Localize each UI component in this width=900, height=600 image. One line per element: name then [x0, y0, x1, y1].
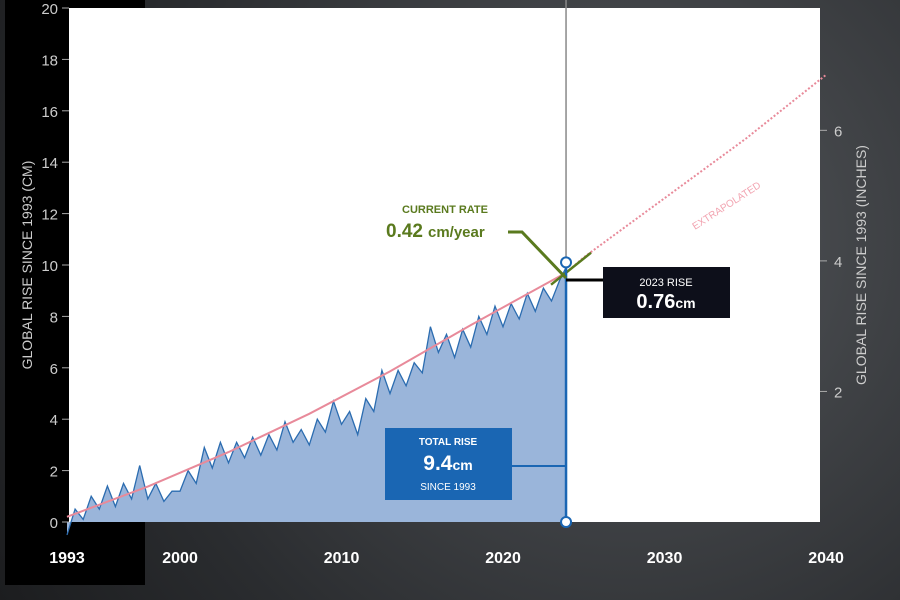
- rate-tangent: [550, 251, 592, 286]
- svg-text:0.76cm: 0.76cm: [636, 291, 695, 313]
- x-tick-label: 2020: [485, 550, 521, 567]
- total-title: TOTAL RISE: [419, 437, 478, 448]
- y-right-tick-label: 2: [834, 384, 842, 401]
- rise-title: 2023 RISE: [639, 277, 692, 289]
- total-sub: SINCE 1993: [420, 482, 476, 493]
- y-tick-label: 18: [41, 52, 58, 69]
- y-tick-label: 2: [50, 464, 58, 481]
- y-tick-label: 10: [41, 258, 58, 275]
- y-tick-label: 4: [50, 412, 58, 429]
- y-tick-label: 14: [41, 155, 58, 172]
- trend-line: [66, 271, 567, 518]
- rise-box: [603, 267, 730, 318]
- y-tick-label: 6: [50, 361, 58, 378]
- x-tick-label: 2000: [162, 550, 198, 567]
- bottom-marker: [560, 516, 573, 528]
- total-unit: cm: [452, 457, 472, 473]
- rate-unit: cm/year: [428, 224, 485, 241]
- x-tick-label: 2030: [647, 550, 683, 567]
- rate-leader: [508, 230, 568, 280]
- y-tick-label: 12: [41, 207, 58, 224]
- y-axis-label: GLOBAL RISE SINCE 1993 (CM): [19, 161, 35, 370]
- total-box: [385, 428, 512, 500]
- y-tick-label: 8: [50, 309, 58, 326]
- svg-text:9.4cm: 9.4cm: [423, 452, 472, 475]
- y-tick-label: 0: [50, 515, 58, 532]
- rise-unit: cm: [675, 295, 695, 311]
- y-right-tick-label: 6: [834, 123, 842, 140]
- top-marker: [560, 256, 573, 269]
- total-value: 9.4: [423, 452, 453, 475]
- rise-value: 0.76: [636, 291, 675, 313]
- x-tick-label: 1993: [49, 550, 85, 567]
- rate-title: CURRENT RATE: [402, 204, 488, 216]
- y-axis-right-label: GLOBAL RISE SINCE 1993 (INCHES): [853, 145, 869, 385]
- y-tick-label: 16: [41, 104, 58, 121]
- x-tick-label: 2040: [808, 550, 844, 567]
- y-right-tick-label: 4: [834, 254, 842, 271]
- rate-value: 0.42: [386, 221, 423, 242]
- observed-line: [66, 267, 567, 536]
- y-tick-label: 20: [41, 1, 58, 18]
- x-tick-label: 2010: [324, 550, 360, 567]
